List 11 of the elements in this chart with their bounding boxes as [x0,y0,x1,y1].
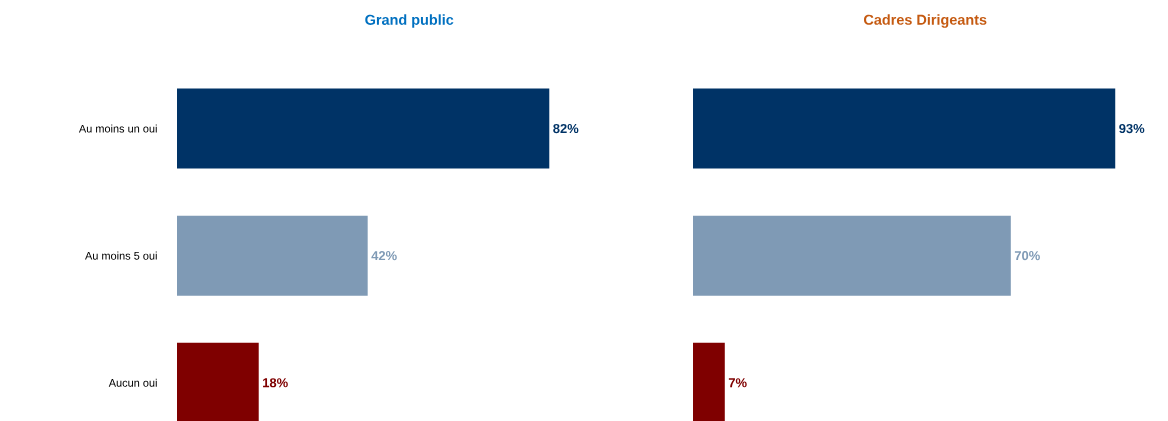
chart-title: Cadres Dirigeants [864,14,987,28]
chart-title: Grand public [365,14,454,28]
data-label: 18% [263,378,288,388]
data-label: 82% [553,123,579,134]
data-label: 70% [1014,251,1040,261]
y-tick-label: Au moins 5 oui [85,251,157,260]
data-label: 93% [1119,123,1145,134]
y-tick-label: Aucun oui [108,378,157,387]
y-tick-label: Au moins un oui [78,124,157,133]
data-label: 7% [728,378,747,388]
data-label: 42% [371,251,397,261]
